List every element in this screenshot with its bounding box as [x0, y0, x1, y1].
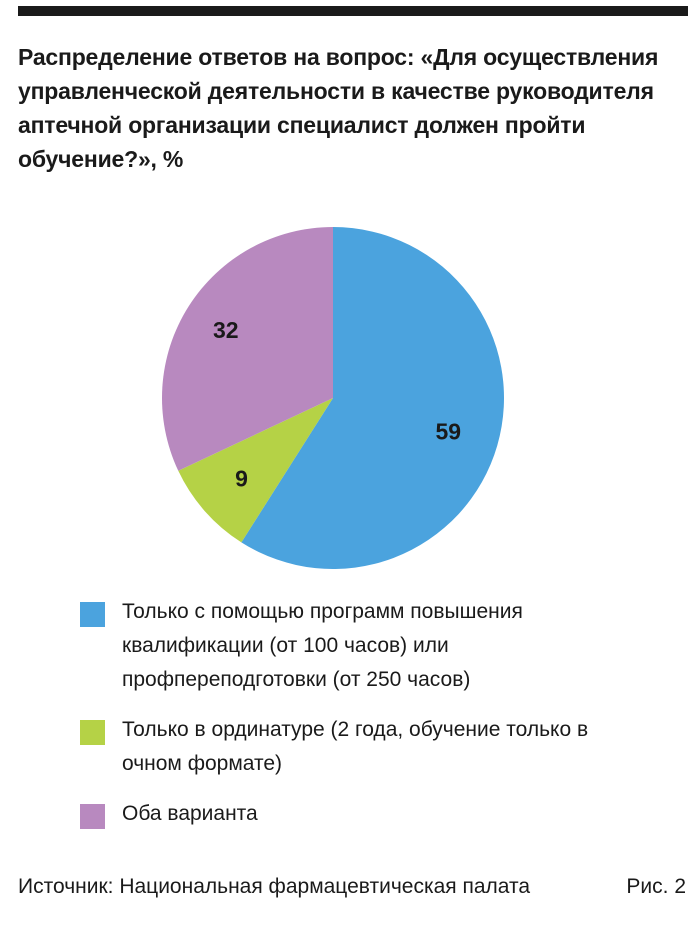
- legend-item-both: Оба варианта: [80, 797, 670, 831]
- legend-item-courses: Только с помощью программ повышения квал…: [80, 595, 670, 697]
- legend-swatch-blue: [80, 602, 105, 627]
- legend-swatch-green: [80, 720, 105, 745]
- source-note: Источник: Национальная фармацевтическая …: [18, 870, 548, 903]
- legend-swatch-purple: [80, 804, 105, 829]
- figure-label: Рис. 2: [626, 870, 686, 903]
- pie-chart: 59 9 32: [0, 0, 700, 590]
- legend: Только с помощью программ повышения квал…: [80, 595, 670, 847]
- legend-item-residency: Только в ординатуре (2 года, обучение то…: [80, 713, 670, 781]
- pie-data-label: 9: [235, 466, 248, 492]
- legend-label: Только с помощью программ повышения квал…: [122, 595, 647, 697]
- pie-data-label: 59: [435, 418, 461, 444]
- legend-label: Только в ординатуре (2 года, обучение то…: [122, 713, 647, 781]
- legend-label: Оба варианта: [122, 797, 647, 831]
- pie-data-label: 32: [213, 317, 239, 343]
